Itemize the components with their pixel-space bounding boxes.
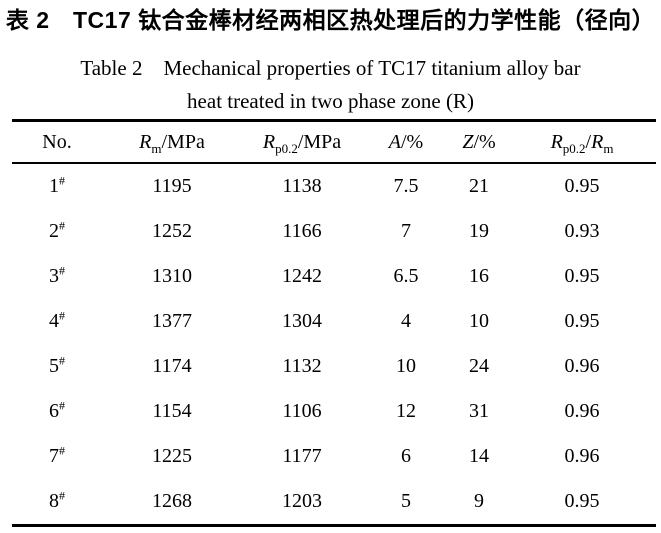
table-row: 5# 1174 1132 10 24 0.96 <box>12 344 656 389</box>
cell-z: 14 <box>469 445 489 467</box>
cell-rm: 1377 <box>152 310 192 332</box>
cell-no: 4# <box>12 299 102 344</box>
cell-z: 24 <box>469 355 489 377</box>
cell-z: 9 <box>474 490 484 512</box>
cell-a: 7.5 <box>393 175 419 197</box>
header-unit: /% <box>401 130 424 153</box>
cell-rp02: 1242 <box>282 265 322 287</box>
col-header-rm: Rm/MPa <box>102 120 242 164</box>
row-number: 5 <box>49 355 59 377</box>
col-header-z: Z/% <box>450 120 508 164</box>
cell-ratio: 0.96 <box>564 445 600 467</box>
cell-ratio: 0.95 <box>564 310 600 332</box>
header-subscript-m: m <box>151 140 162 156</box>
col-header-ratio: Rp0.2/Rm <box>508 120 656 164</box>
cell-rp02: 1304 <box>282 310 322 332</box>
row-number-mark: # <box>59 443 65 458</box>
cell-ratio: 0.95 <box>564 490 600 512</box>
header-unit: /MPa <box>297 130 342 153</box>
header-symbol-z: Z <box>462 130 474 153</box>
header-unit: /% <box>473 130 496 153</box>
col-header-no: No. <box>12 120 102 164</box>
table-caption-zh: 表 2 TC17 钛合金棒材经两相区热处理后的力学性能（径向） <box>5 7 656 33</box>
properties-table: No. Rm/MPa Rp0.2/MPa A/% Z/% Rp0.2/Rm 1#… <box>12 119 656 527</box>
cell-rm: 1154 <box>152 400 192 422</box>
table-row: 8# 1268 1203 5 9 0.95 <box>12 479 656 526</box>
table-row: 4# 1377 1304 4 10 0.95 <box>12 299 656 344</box>
cell-rm: 1252 <box>152 220 192 242</box>
cell-z: 31 <box>469 400 489 422</box>
cell-rm: 1195 <box>152 175 192 197</box>
cell-a: 7 <box>401 220 411 242</box>
row-number-mark: # <box>59 398 65 413</box>
header-subscript-p02: p0.2 <box>562 140 586 156</box>
header-symbol-r: R <box>591 130 604 153</box>
cell-rm: 1174 <box>152 355 192 377</box>
header-symbol-a: A <box>388 130 401 153</box>
cell-no: 5# <box>12 344 102 389</box>
cell-no: 1# <box>12 163 102 209</box>
header-slash: / <box>585 130 592 153</box>
row-number-mark: # <box>59 353 65 368</box>
header-symbol-r: R <box>262 130 276 153</box>
cell-rm: 1268 <box>152 490 192 512</box>
cell-no: 3# <box>12 254 102 299</box>
cell-no: 7# <box>12 434 102 479</box>
cell-a: 10 <box>396 355 416 377</box>
table-caption-en-line2: heat treated in two phase zone (R) <box>187 89 474 113</box>
header-unit: /MPa <box>161 130 205 153</box>
cell-rp02: 1106 <box>282 400 322 422</box>
cell-no: 2# <box>12 209 102 254</box>
cell-z: 10 <box>469 310 489 332</box>
row-number: 2 <box>49 220 59 242</box>
row-number-mark: # <box>59 218 65 233</box>
table-row: 3# 1310 1242 6.5 16 0.95 <box>12 254 656 299</box>
row-number: 7 <box>49 445 59 467</box>
header-symbol-r: R <box>550 130 563 153</box>
col-header-a: A/% <box>362 120 450 164</box>
table-row: 6# 1154 1106 12 31 0.96 <box>12 389 656 434</box>
row-number: 4 <box>49 310 59 332</box>
cell-z: 16 <box>469 265 489 287</box>
header-subscript-p02: p0.2 <box>275 140 298 156</box>
cell-rp02: 1166 <box>282 220 322 242</box>
cell-rp02: 1177 <box>282 445 322 467</box>
row-number: 1 <box>49 175 59 197</box>
cell-rp02: 1138 <box>282 175 322 197</box>
table-row: 1# 1195 1138 7.5 21 0.95 <box>12 163 656 209</box>
cell-a: 5 <box>401 490 411 512</box>
header-subscript-m: m <box>603 140 614 156</box>
header-symbol-r: R <box>139 130 152 153</box>
cell-no: 6# <box>12 389 102 434</box>
cell-z: 19 <box>469 220 489 242</box>
cell-ratio: 0.96 <box>564 400 600 422</box>
col-header-rp02: Rp0.2/MPa <box>242 120 362 164</box>
row-number-mark: # <box>59 263 65 278</box>
cell-a: 12 <box>396 400 416 422</box>
cell-rm: 1310 <box>152 265 192 287</box>
row-number: 3 <box>49 265 59 287</box>
cell-a: 6.5 <box>393 265 419 287</box>
row-number-mark: # <box>59 308 65 323</box>
cell-a: 6 <box>401 445 411 467</box>
cell-a: 4 <box>401 310 411 332</box>
table-row: 2# 1252 1166 7 19 0.93 <box>12 209 656 254</box>
row-number: 8 <box>49 490 59 512</box>
header-row: No. Rm/MPa Rp0.2/MPa A/% Z/% Rp0.2/Rm <box>12 120 656 164</box>
row-number-mark: # <box>59 488 65 503</box>
table-caption-en-line1: Table 2 Mechanical properties of TC17 ti… <box>80 56 581 80</box>
row-number: 6 <box>49 400 59 422</box>
cell-ratio: 0.95 <box>564 175 600 197</box>
cell-z: 21 <box>469 175 489 197</box>
cell-ratio: 0.96 <box>564 355 600 377</box>
table-row: 7# 1225 1177 6 14 0.96 <box>12 434 656 479</box>
cell-rm: 1225 <box>152 445 192 467</box>
cell-rp02: 1132 <box>282 355 322 377</box>
cell-no: 8# <box>12 479 102 526</box>
cell-ratio: 0.95 <box>564 265 600 287</box>
cell-ratio: 0.93 <box>564 220 600 242</box>
row-number-mark: # <box>59 173 65 188</box>
cell-rp02: 1203 <box>282 490 322 512</box>
